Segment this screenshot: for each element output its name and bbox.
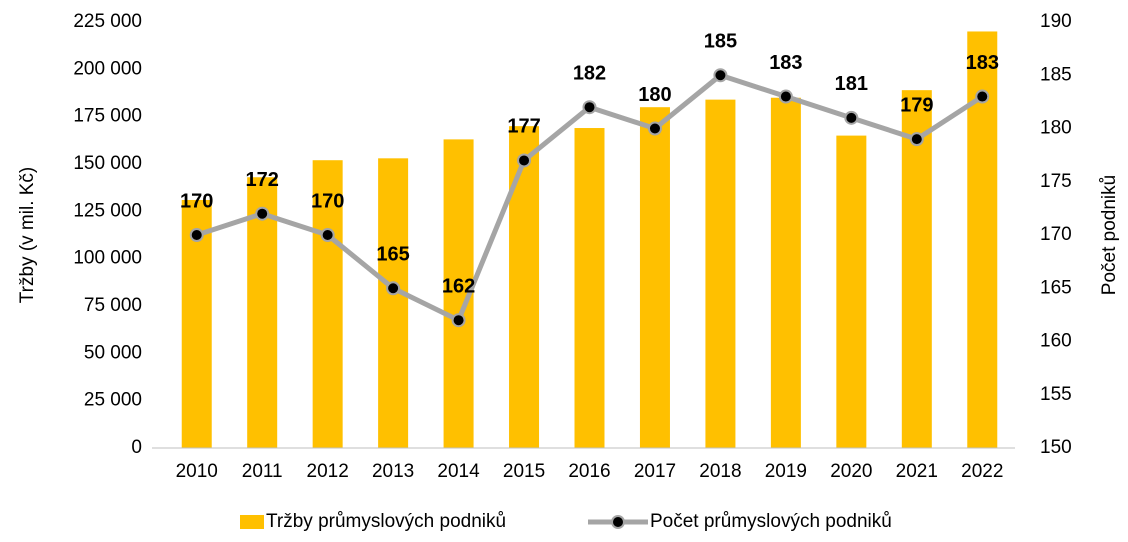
data-label: 185 — [704, 31, 737, 53]
y2-tick-label: 150 — [1040, 437, 1072, 458]
data-label: 177 — [507, 116, 540, 138]
bar — [836, 135, 867, 448]
bar — [901, 90, 932, 448]
y-tick-label: 0 — [131, 437, 142, 458]
data-label: 183 — [966, 52, 999, 74]
y-tick-label: 225 000 — [73, 11, 142, 32]
y-tick-label: 100 000 — [73, 248, 142, 269]
y2-tick-label: 185 — [1040, 64, 1072, 85]
marker — [320, 228, 335, 242]
x-tick-label: 2018 — [699, 461, 741, 482]
data-label: 179 — [900, 94, 933, 116]
y-tick-label: 175 000 — [73, 106, 142, 127]
x-tick-label: 2021 — [896, 461, 938, 482]
y-tick-label: 150 000 — [73, 153, 142, 174]
marker — [844, 110, 859, 125]
y-tick-label: 125 000 — [73, 200, 142, 221]
bar — [639, 107, 670, 448]
y2-tick-label: 190 — [1040, 11, 1072, 32]
y2-axis-title: Počet podniků — [1099, 175, 1120, 295]
data-label: 182 — [573, 62, 606, 84]
bar — [770, 97, 801, 448]
x-tick-label: 2013 — [372, 461, 414, 482]
data-label: 180 — [638, 84, 671, 106]
x-tick-label: 2017 — [634, 461, 676, 482]
legend-swatch — [240, 515, 264, 529]
marker — [713, 68, 728, 83]
bar — [509, 126, 540, 448]
y-tick-label: 50 000 — [84, 342, 142, 363]
marker — [582, 100, 597, 115]
x-tick-label: 2010 — [176, 461, 218, 482]
marker — [189, 228, 204, 242]
x-tick-label: 2012 — [307, 461, 349, 482]
y-axis-title: Tržby (v mil. Kč) — [17, 167, 38, 304]
x-tick-label: 2019 — [765, 461, 807, 482]
bar — [705, 99, 736, 449]
bar — [378, 158, 409, 448]
y-tick-label: 200 000 — [73, 58, 142, 79]
bar — [312, 160, 343, 449]
marker — [255, 206, 270, 221]
marker — [386, 281, 401, 296]
marker — [647, 121, 662, 136]
data-label: 172 — [246, 169, 279, 191]
y-tick-label: 25 000 — [84, 390, 142, 411]
y2-tick-label: 175 — [1040, 171, 1072, 192]
data-label: 162 — [442, 275, 475, 297]
x-tick-label: 2020 — [830, 461, 872, 482]
y-tick-label: 75 000 — [84, 295, 142, 316]
data-label: 183 — [769, 52, 802, 74]
x-tick-label: 2016 — [568, 461, 610, 482]
marker — [778, 89, 793, 104]
data-label: 170 — [311, 190, 344, 212]
y2-tick-label: 160 — [1040, 331, 1072, 352]
x-tick-label: 2014 — [437, 461, 480, 482]
bar — [247, 177, 278, 448]
y2-tick-label: 165 — [1040, 277, 1072, 298]
bar — [574, 128, 605, 448]
y2-tick-label: 170 — [1040, 224, 1072, 245]
marker — [975, 89, 990, 104]
x-tick-label: 2022 — [961, 461, 1003, 482]
y2-tick-label: 155 — [1040, 384, 1072, 405]
data-label: 165 — [376, 244, 409, 266]
legend-marker — [611, 515, 625, 529]
legend-label: Tržby průmyslových podniků — [266, 511, 506, 532]
data-label: 170 — [180, 190, 213, 212]
x-tick-label: 2011 — [242, 461, 283, 482]
data-label: 181 — [835, 73, 868, 95]
marker — [517, 153, 532, 168]
y2-tick-label: 180 — [1040, 118, 1072, 139]
marker — [451, 313, 466, 328]
legend-label: Počet průmyslových podniků — [650, 511, 892, 532]
marker — [909, 132, 924, 147]
x-tick-label: 2015 — [503, 461, 545, 482]
